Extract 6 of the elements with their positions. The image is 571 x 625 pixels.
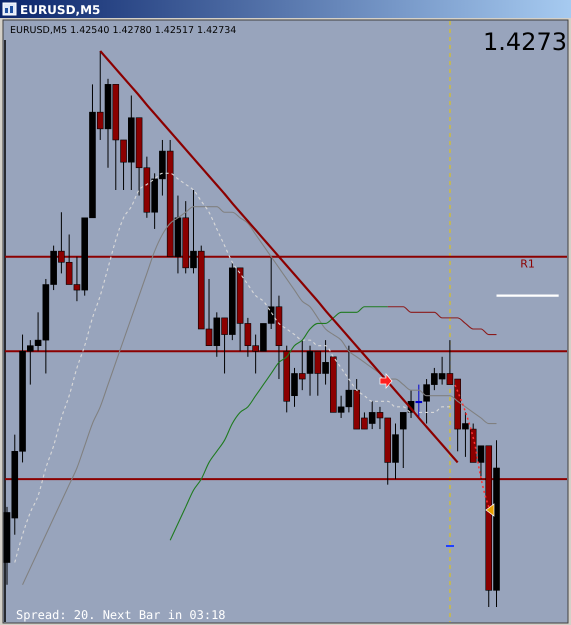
chart-subtitle: EURUSD,M5 1.42540 1.42780 1.42517 1.42734 xyxy=(10,25,236,36)
chart-title: EURUSD,M5 xyxy=(20,3,100,17)
annotation: 1.4273 xyxy=(483,28,567,56)
text: Spread: 20. Next Bar in 03:18 xyxy=(16,608,226,622)
text: R1 xyxy=(520,258,535,271)
candlestick xyxy=(416,384,422,418)
